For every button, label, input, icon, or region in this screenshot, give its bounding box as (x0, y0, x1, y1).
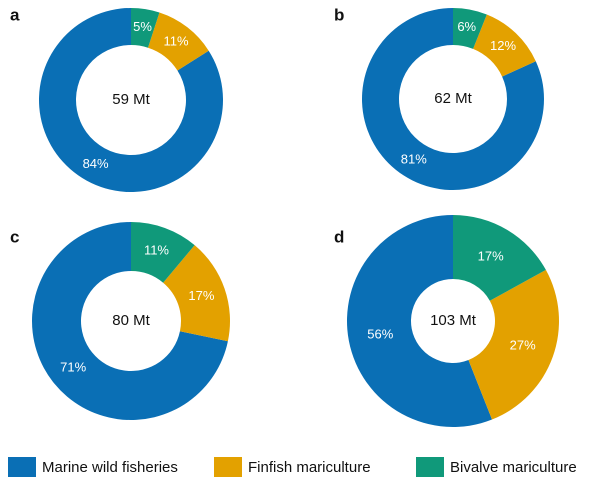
legend-swatch (8, 457, 36, 477)
slice-label: 56% (367, 326, 393, 341)
panel-label: d (334, 227, 344, 246)
slice (31, 222, 228, 421)
legend-swatch (416, 457, 444, 477)
legend-text: Finfish mariculture (248, 459, 371, 476)
slice (468, 269, 559, 420)
slice (453, 8, 487, 49)
center-label: 80 Mt (112, 312, 150, 329)
slice (473, 14, 536, 77)
legend-text: Marine wild fisheries (42, 459, 178, 476)
slice-label: 27% (510, 338, 536, 353)
slice-label: 17% (478, 249, 504, 264)
slice-label: 11% (164, 33, 189, 48)
slice-label: 12% (490, 38, 516, 53)
slice-label: 6% (457, 19, 476, 34)
slice (147, 12, 209, 71)
legend-swatch (214, 457, 242, 477)
panel-label: b (334, 5, 344, 24)
panel-label: c (10, 227, 19, 246)
slice-label: 81% (401, 151, 427, 166)
slice (163, 245, 230, 342)
slice-label: 5% (133, 19, 152, 34)
slice (39, 8, 224, 192)
slice-label: 71% (60, 359, 86, 374)
legend-text: Bivalve mariculture (450, 459, 577, 476)
slice (361, 8, 544, 190)
slice (131, 8, 160, 48)
slice (131, 222, 195, 283)
slice (453, 215, 546, 301)
center-label: 103 Mt (430, 312, 477, 329)
slice-label: 84% (83, 156, 109, 171)
slice-label: 11% (144, 242, 169, 257)
slice-label: 17% (188, 288, 214, 303)
panel-label: a (10, 5, 20, 24)
slice (347, 215, 493, 428)
center-label: 59 Mt (112, 91, 150, 108)
center-label: 62 Mt (434, 90, 472, 107)
